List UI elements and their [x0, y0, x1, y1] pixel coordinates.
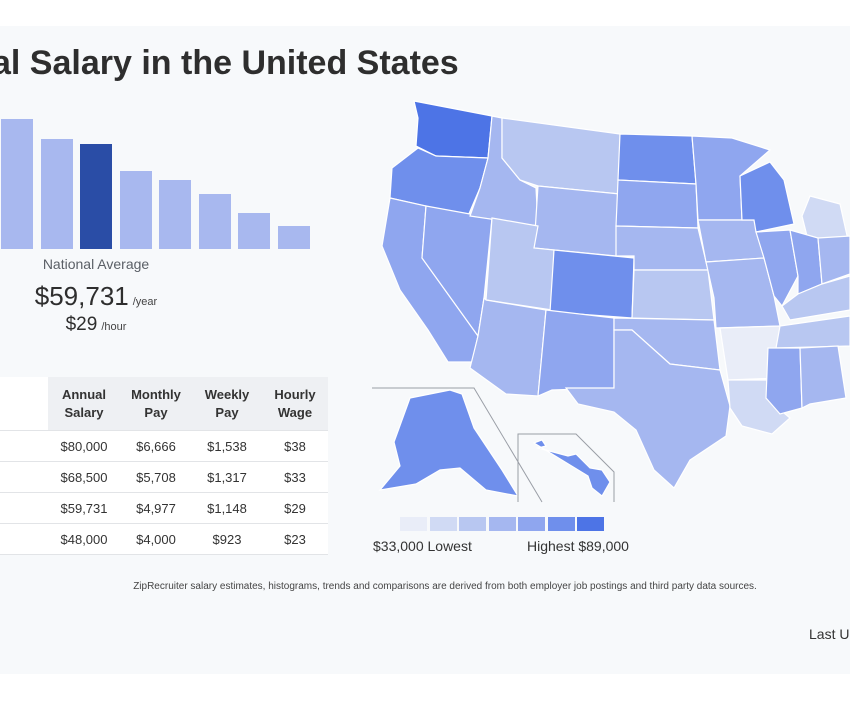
table-header-annual: Annual Salary: [48, 377, 120, 431]
legend-swatch: [577, 517, 604, 531]
histogram-bar: [238, 213, 270, 249]
table-cell: $1,317: [192, 461, 262, 493]
state-ms[interactable]: [765, 347, 803, 415]
histogram-bar: [198, 194, 231, 249]
hourly-wage-value: $29: [65, 314, 98, 335]
table-row: $68,500 $5,708 $1,317 $33: [0, 461, 328, 493]
legend-high-label: Highest $89,000: [527, 538, 629, 554]
table-cell: [0, 492, 48, 524]
state-tn[interactable]: [775, 315, 850, 349]
national-average-annual: $59,731/year: [0, 281, 192, 312]
histogram-bar: [277, 226, 310, 249]
table-cell: $4,000: [120, 523, 192, 555]
table-cell: $80,000: [48, 430, 120, 462]
table-cell: [0, 430, 48, 462]
table-cell: $38: [262, 430, 328, 462]
legend-swatch: [459, 517, 486, 531]
state-oh[interactable]: [817, 235, 850, 285]
annual-salary-value: $59,731: [34, 281, 129, 311]
table-cell: $4,977: [120, 492, 192, 524]
histogram-bar: [80, 144, 112, 249]
table-cell: $5,708: [120, 461, 192, 493]
legend-swatch: [547, 517, 575, 531]
state-az[interactable]: [469, 296, 547, 397]
legend-low-label: $33,000 Lowest: [373, 538, 472, 554]
state-wa[interactable]: [413, 100, 493, 159]
state-wy[interactable]: [533, 185, 621, 257]
state-co[interactable]: [549, 249, 635, 319]
alaska-inset-border: [372, 387, 543, 503]
state-wi[interactable]: [739, 161, 795, 233]
table-header-label: [0, 377, 48, 431]
table-cell: [0, 523, 48, 555]
table-cell: $33: [262, 461, 328, 493]
table-cell: $6,666: [120, 430, 192, 462]
salary-percentile-table: Annual Salary Monthly Pay Weekly Pay Hourly…: [0, 377, 328, 555]
table-row: $48,000 $4,000 $923 $23: [0, 523, 328, 555]
table-row: $80,000 $6,666 $1,538 $38: [0, 430, 328, 462]
table-cell: $29: [262, 492, 328, 524]
us-salary-map: [372, 100, 850, 503]
state-ks[interactable]: [631, 269, 715, 321]
state-tx[interactable]: [564, 329, 731, 489]
histogram-bar: [40, 139, 73, 249]
state-sd[interactable]: [615, 179, 699, 229]
state-or[interactable]: [389, 147, 489, 217]
table-cell: $1,148: [192, 492, 262, 524]
data-source-footnote: ZipRecruiter salary estimates, histogram…: [133, 581, 757, 592]
histogram-bar: [119, 171, 152, 249]
state-al[interactable]: [799, 345, 847, 409]
state-nd[interactable]: [617, 133, 697, 185]
table-row: $59,731 $4,977 $1,148 $29: [0, 492, 328, 524]
histogram-bar: [1, 119, 33, 249]
histogram-bar: [159, 180, 191, 249]
last-updated-label: Last U: [809, 626, 850, 642]
table-header-weekly: Weekly Pay: [192, 377, 262, 431]
hourly-unit: /hour: [101, 321, 127, 333]
table-cell: $68,500: [48, 461, 120, 493]
table-cell: [0, 461, 48, 493]
table-cell: $23: [262, 523, 328, 555]
page-title: al Salary in the United States: [0, 44, 459, 82]
state-ia[interactable]: [697, 219, 765, 263]
table-cell: $59,731: [48, 492, 120, 524]
table-header-monthly: Monthly Pay: [120, 377, 192, 431]
state-ky[interactable]: [781, 275, 850, 321]
table-cell: $48,000: [48, 523, 120, 555]
table-cell: $923: [192, 523, 262, 555]
annual-unit: /year: [132, 296, 158, 308]
national-average-label: National Average: [42, 256, 150, 272]
state-ak[interactable]: [378, 389, 520, 497]
table-header-hourly: Hourly Wage: [262, 377, 328, 431]
legend-swatch: [400, 517, 427, 531]
legend-swatch: [518, 517, 545, 531]
national-average-hourly: $29/hour: [0, 314, 192, 336]
table-cell: $1,538: [192, 430, 262, 462]
hawaii-inset-border: [517, 433, 615, 502]
state-nm[interactable]: [537, 309, 615, 397]
table-header-row: Annual Salary Monthly Pay Weekly Pay Hourly…: [0, 377, 328, 431]
state-hi[interactable]: [532, 439, 611, 497]
legend-swatch: [429, 517, 457, 531]
legend-swatch: [488, 517, 516, 531]
